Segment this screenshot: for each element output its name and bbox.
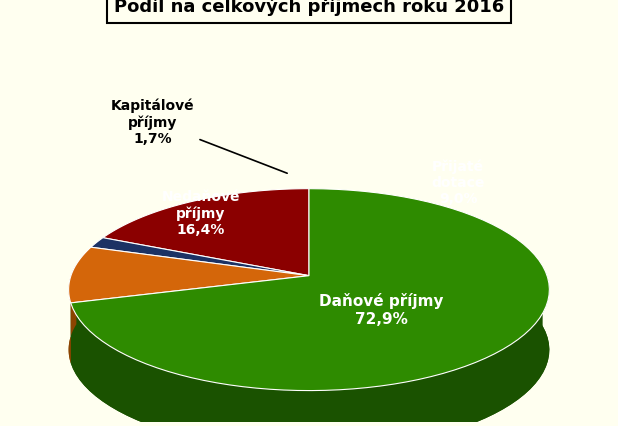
Polygon shape [103, 189, 309, 276]
Text: Nedaňové
příjmy
16,4%: Nedaňové příjmy 16,4% [161, 190, 240, 237]
Polygon shape [91, 298, 309, 336]
Text: Přijaté
dotace
9,0%: Přijaté dotace 9,0% [431, 158, 485, 205]
Text: Daňové příjmy
72,9%: Daňové příjmy 72,9% [319, 293, 443, 326]
Polygon shape [70, 249, 549, 426]
Polygon shape [103, 249, 309, 336]
Title: Podíl na celkových příjmech roku 2016: Podíl na celkových příjmech roku 2016 [114, 0, 504, 16]
Text: Kapitálové
příjmy
1,7%: Kapitálové příjmy 1,7% [111, 98, 287, 174]
Polygon shape [70, 266, 549, 426]
Polygon shape [91, 238, 309, 276]
Polygon shape [70, 189, 549, 391]
Polygon shape [69, 308, 309, 363]
Polygon shape [69, 248, 309, 303]
Polygon shape [69, 265, 77, 363]
